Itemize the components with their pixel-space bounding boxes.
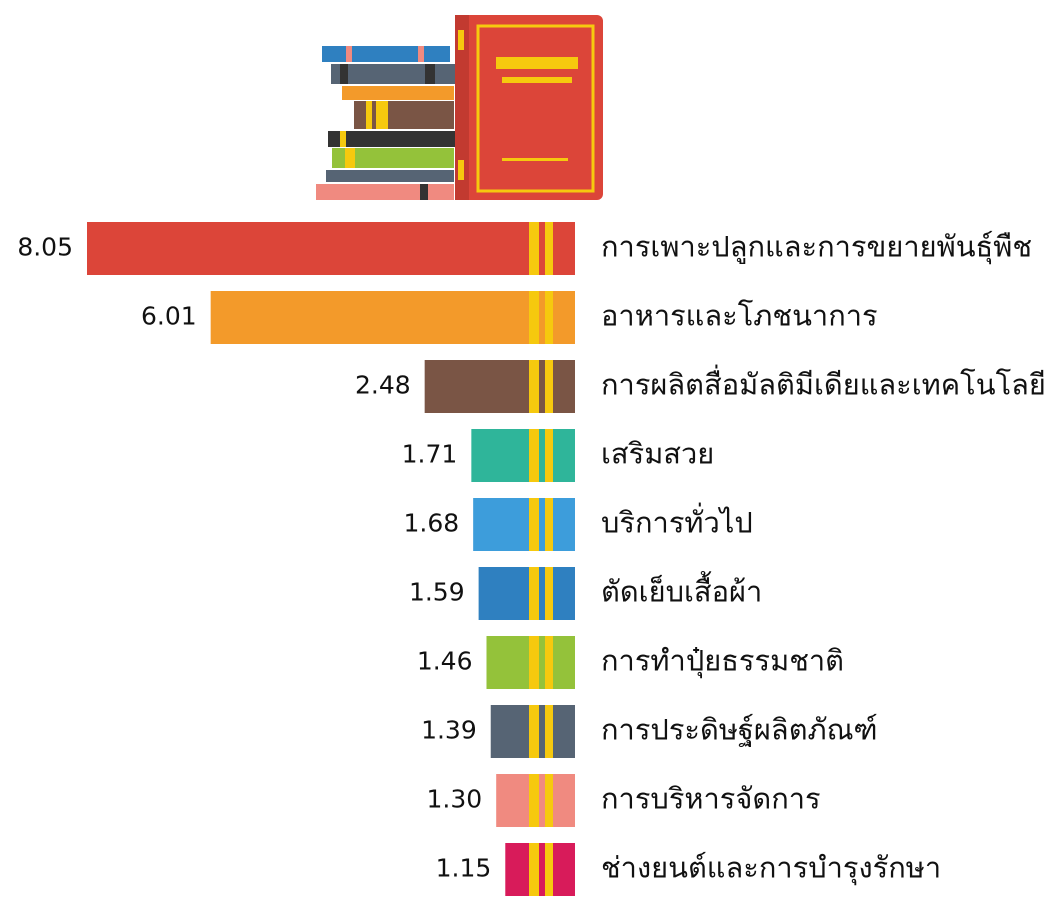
bar-stripe <box>545 567 553 620</box>
value-label: 1.15 <box>436 854 492 883</box>
bar-stripe <box>529 498 539 551</box>
value-label: 1.68 <box>403 509 459 538</box>
bar <box>505 843 575 896</box>
category-label: การผลิตสื่อมัลติมีเดียและเทคโนโลยี <box>601 365 1046 402</box>
value-label: 1.71 <box>402 440 458 469</box>
category-label: บริการทั่วไป <box>601 503 753 540</box>
value-label: 6.01 <box>141 302 197 331</box>
category-label: การประดิษฐ์ผลิตภัณฑ์ <box>601 713 878 748</box>
category-label: การทำปุ๋ยธรรมชาติ <box>601 644 844 679</box>
bar-stripe <box>545 636 553 689</box>
bar <box>473 498 575 551</box>
bar-stripe <box>545 222 553 275</box>
bar-stripe <box>529 222 539 275</box>
bar-stripe <box>545 429 553 482</box>
bar-stripe <box>529 636 539 689</box>
value-label: 1.39 <box>421 716 477 745</box>
category-label: ช่างยนต์และการบำรุงรักษา <box>601 851 941 886</box>
category-label: อาหารและโภชนาการ <box>601 299 878 333</box>
category-label: เสริมสวย <box>601 437 714 471</box>
value-label: 1.30 <box>427 785 483 814</box>
bar <box>471 429 575 482</box>
bar-stripe <box>545 360 553 413</box>
books-illustration <box>316 15 603 200</box>
bar-stripe <box>545 498 553 551</box>
bar-stripe <box>545 291 553 344</box>
category-label: การบริหารจัดการ <box>601 782 821 816</box>
bar-stripe <box>545 705 553 758</box>
value-label: 1.59 <box>409 578 465 607</box>
value-label: 1.46 <box>417 647 473 676</box>
bar-stripe <box>529 567 539 620</box>
value-label: 8.05 <box>17 233 73 262</box>
bar-stripe <box>529 843 539 896</box>
category-label: ตัดเย็บเสื้อผ้า <box>601 571 762 609</box>
bar-stripe <box>529 705 539 758</box>
bar-stripe <box>529 429 539 482</box>
bar-stripe <box>545 774 553 827</box>
bar <box>87 222 575 275</box>
bar <box>210 291 575 344</box>
bar <box>478 567 575 620</box>
bar-stripe <box>529 774 539 827</box>
category-label: การเพาะปลูกและการขยายพันธุ์พืช <box>601 230 1032 265</box>
bar-stripe <box>529 360 539 413</box>
bar-stripe <box>529 291 539 344</box>
value-label: 2.48 <box>355 371 411 400</box>
bar-stripe <box>545 843 553 896</box>
